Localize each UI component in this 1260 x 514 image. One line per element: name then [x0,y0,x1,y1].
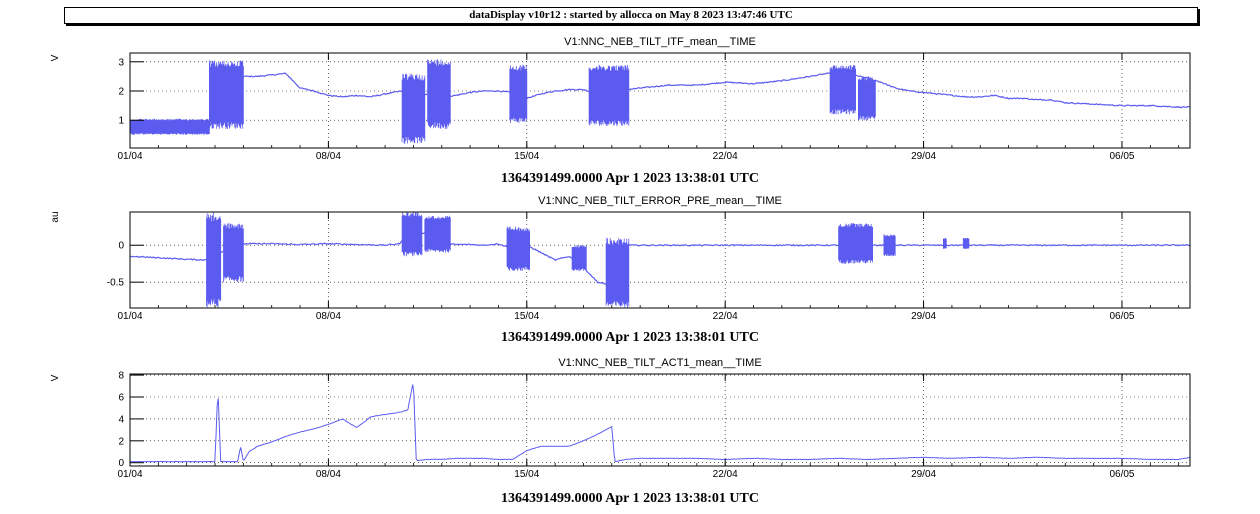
panel-act1-series-line [129,384,1191,463]
panel-act1-axes: 01/04 08/04 15/04 22/04 29/04 06/05 0 2 4 6 8 [117,371,1180,480]
panel-act1-title: V1:NNC_NEB_TILT_ACT1_mean__TIME [558,357,761,369]
panel-error-burst [962,237,970,249]
panel-act1-plot [129,384,1191,463]
panel-error-burst [424,215,451,253]
panel-error-burst [838,223,873,264]
panel-act1-frame [129,373,1191,467]
panel-error-burst [401,212,423,257]
panel-act1-xtick-label: 01/04 [117,469,142,480]
panel-error-ylabel: au [50,211,61,222]
panel-error-burst [506,226,530,271]
panel-act1-ytick-label: 2 [118,436,124,447]
panel-error: V1:NNC_NEB_TILT_ERROR_PRE_mean__TIME au … [50,195,1191,345]
panel-error-ytick-label: 0 [118,241,124,252]
panel-error-axes: 01/04 08/04 15/04 22/04 29/04 06/05 0 -0.5 [107,212,1180,322]
panel-error-burst [223,223,244,283]
panel-error-burst [943,238,947,249]
panel-error-xtick-label: 01/04 [117,311,142,322]
panel-itf-burst [129,118,210,135]
panel-itf-burst [588,64,630,127]
panel-error-burst [883,234,896,257]
panel-error-xtick-label: 08/04 [316,311,341,322]
panel-error-xtick-label: 06/05 [1109,311,1134,322]
panel-itf-ytick-label: 2 [118,87,124,98]
panel-itf-title: V1:NNC_NEB_TILT_ITF_mean__TIME [564,36,756,48]
panel-error-ytick-label: -0.5 [107,278,125,289]
panel-itf-xtick-label: 08/04 [316,151,341,162]
panel-act1-ytick-label: 6 [118,393,124,404]
panel-error-xtick-label: 22/04 [713,311,738,322]
panel-act1-grid [130,374,1190,466]
panel-itf-xtick-label: 06/05 [1109,151,1134,162]
panel-itf-burst [509,64,528,124]
panel-error-xtick-label: 15/04 [514,311,539,322]
panel-act1-ytick-label: 8 [118,371,124,382]
panel-itf-burst [209,60,244,129]
panel-itf-ylabel: V [50,54,61,61]
panel-itf-ytick-label: 1 [118,116,124,127]
panel-act1-xtick-label: 22/04 [713,469,738,480]
header-title: dataDisplay v10r12 : started by allocca … [469,9,793,21]
panel-error-grid [130,212,1190,308]
panel-itf-xtick-label: 01/04 [117,151,142,162]
panel-itf-burst [401,73,426,144]
panel-act1-xlabel: 1364391499.0000 Apr 1 2023 13:38:01 UTC [501,491,759,506]
panel-act1-xtick-label: 15/04 [514,469,539,480]
panel-error-frame [129,211,1191,309]
panel-itf-series-line [129,72,1191,129]
panel-error-burst [206,212,222,308]
panel-itf-grid [130,53,1190,148]
header-bar: dataDisplay v10r12 : started by allocca … [64,7,1198,24]
panel-itf-xtick-label: 22/04 [713,151,738,162]
panel-error-title: V1:NNC_NEB_TILT_ERROR_PRE_mean__TIME [538,195,782,207]
panel-error-xtick-label: 29/04 [911,311,936,322]
panel-act1-xtick-label: 06/05 [1109,469,1134,480]
panel-itf-burst [427,59,451,129]
panel-error-xlabel: 1364391499.0000 Apr 1 2023 13:38:01 UTC [501,330,759,345]
panel-act1-xtick-label: 29/04 [911,469,936,480]
panel-itf-plot [129,59,1191,144]
panel-itf: V1:NNC_NEB_TILT_ITF_mean__TIME V 01/04 08… [50,36,1191,186]
panel-itf-burst [858,76,876,121]
panel-act1: V1:NNC_NEB_TILT_ACT1_mean__TIME V 01/04 0… [50,357,1191,506]
panel-act1-xtick-label: 08/04 [316,469,341,480]
panel-act1-ylabel: V [50,374,61,381]
panel-itf-ytick-label: 3 [118,57,124,68]
panel-error-burst [571,245,587,271]
panel-itf-xlabel: 1364391499.0000 Apr 1 2023 13:38:01 UTC [501,171,759,186]
panel-itf-axes: 01/04 08/04 15/04 22/04 29/04 06/05 1 2 3 [117,53,1180,162]
panel-error-plot [129,212,1191,308]
panel-itf-xtick-label: 29/04 [911,151,936,162]
panel-itf-xtick-label: 15/04 [514,151,539,162]
panel-act1-ytick-label: 0 [118,458,124,469]
panel-error-series-line [129,230,1191,288]
panel-itf-frame [129,52,1191,149]
panel-itf-burst [829,65,856,115]
panel-error-burst [605,237,630,308]
panel-act1-ytick-label: 4 [118,414,124,425]
